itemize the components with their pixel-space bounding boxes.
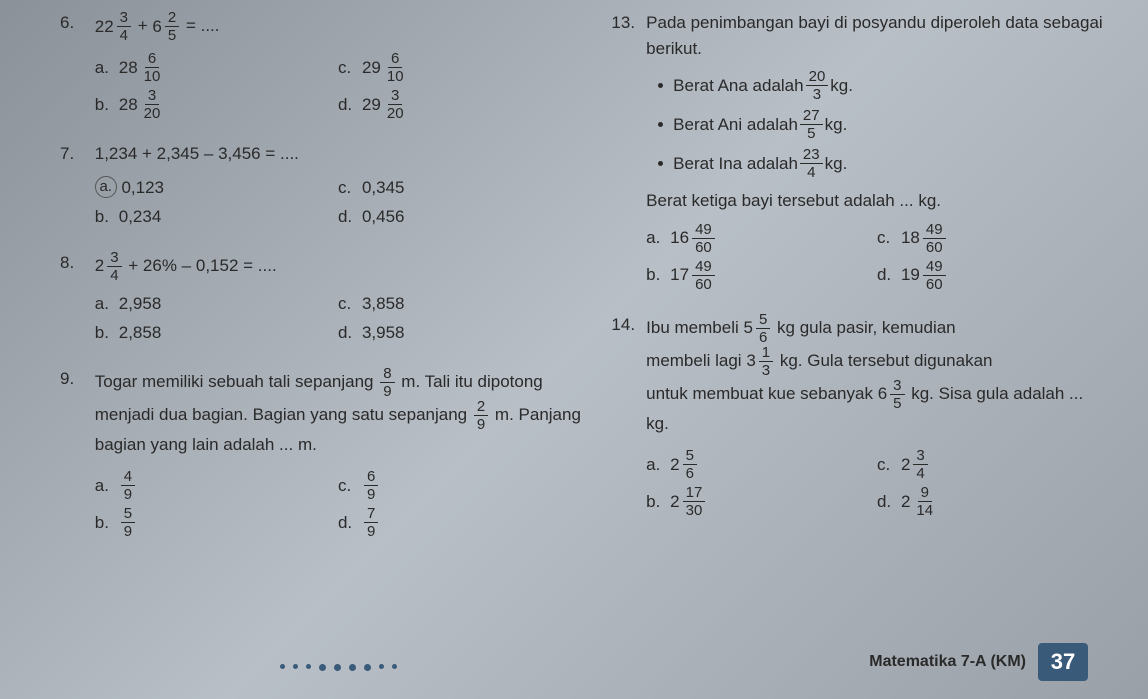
q14-opt-b: b.21730 xyxy=(646,483,877,520)
q13-bullet-3: Berat Ina adalah 234 kg. xyxy=(658,147,1108,180)
bullet-icon xyxy=(658,161,663,166)
dot-icon xyxy=(392,664,397,669)
dot-icon xyxy=(319,664,326,671)
q8-opt-a: a.2,958 xyxy=(95,289,338,319)
q14-number: 14. xyxy=(611,312,641,338)
page-footer: Matematika 7-A (KM) 37 xyxy=(869,643,1088,681)
q8-opt-b: b.2,858 xyxy=(95,318,338,348)
q14-opt-a: a.256 xyxy=(646,446,877,483)
q13-opt-b: b.174960 xyxy=(646,257,877,294)
q6-opt-a: a.28610 xyxy=(95,49,338,86)
question-13: 13. Pada penimbangan bayi di posyandu di… xyxy=(611,10,1108,294)
q9-options: a.49 c.69 b.59 d.79 xyxy=(95,467,581,541)
q14-opt-c: c.234 xyxy=(877,446,1108,483)
bullet-icon xyxy=(658,83,663,88)
question-6: 6. 22 34 + 6 25 = .... a.28610 c.29610 b… xyxy=(60,10,581,123)
dot-icon xyxy=(349,664,356,671)
page-content: 6. 22 34 + 6 25 = .... a.28610 c.29610 b… xyxy=(0,0,1148,559)
q14-options: a.256 c.234 b.21730 d.2914 xyxy=(646,446,1108,520)
left-column: 6. 22 34 + 6 25 = .... a.28610 c.29610 b… xyxy=(60,10,581,559)
q7-opt-c: c.0,345 xyxy=(338,173,581,203)
question-9: 9. Togar memiliki sebuah tali sepanjang … xyxy=(60,366,581,542)
q13-opt-d: d.194960 xyxy=(877,257,1108,294)
q14-body: Ibu membeli 556 kg gula pasir, kemudian … xyxy=(646,312,1108,521)
question-7: 7. 1,234 + 2,345 – 3,456 = .... a. 0,123… xyxy=(60,141,581,232)
right-column: 13. Pada penimbangan bayi di posyandu di… xyxy=(611,10,1108,559)
q6-opt-b: b.28320 xyxy=(95,86,338,123)
q6-term2: 6 25 xyxy=(152,10,181,43)
q8-number: 8. xyxy=(60,250,90,276)
decorative-dots xyxy=(280,664,397,671)
q9-opt-b: b.59 xyxy=(95,504,338,541)
q9-opt-c: c.69 xyxy=(338,467,581,504)
q13-bullet-1: Berat Ana adalah 203 kg. xyxy=(658,69,1108,102)
question-8: 8. 234 + 26% – 0,152 = .... a.2,958 c.3,… xyxy=(60,250,581,348)
question-14: 14. Ibu membeli 556 kg gula pasir, kemud… xyxy=(611,312,1108,521)
q9-body: Togar memiliki sebuah tali sepanjang 89 … xyxy=(95,366,581,542)
q13-opt-c: c.184960 xyxy=(877,220,1108,257)
dot-icon xyxy=(364,664,371,671)
q6-number: 6. xyxy=(60,10,90,36)
q9-opt-a: a.49 xyxy=(95,467,338,504)
q14-opt-d: d.2914 xyxy=(877,483,1108,520)
page-number-badge: 37 xyxy=(1038,643,1088,681)
q13-opt-a: a.164960 xyxy=(646,220,877,257)
q7-options: a. 0,123 c.0,345 b.0,234 d.0,456 xyxy=(95,173,581,232)
q6-options: a.28610 c.29610 b.28320 d.29320 xyxy=(95,49,581,123)
q9-opt-d: d.79 xyxy=(338,504,581,541)
q7-number: 7. xyxy=(60,141,90,167)
q13-bullet-2: Berat Ani adalah 275 kg. xyxy=(658,108,1108,141)
q7-body: 1,234 + 2,345 – 3,456 = .... a. 0,123 c.… xyxy=(95,141,581,232)
q7-opt-d: d.0,456 xyxy=(338,202,581,232)
footer-title: Matematika 7-A (KM) xyxy=(869,653,1026,671)
q6-term1: 22 34 xyxy=(95,10,133,43)
q8-opt-c: c.3,858 xyxy=(338,289,581,319)
q7-opt-a: a. 0,123 xyxy=(95,173,338,203)
dot-icon xyxy=(334,664,341,671)
q8-body: 234 + 26% – 0,152 = .... a.2,958 c.3,858… xyxy=(95,250,581,348)
bullet-icon xyxy=(658,122,663,127)
dot-icon xyxy=(379,664,384,669)
dot-icon xyxy=(306,664,311,669)
q8-options: a.2,958 c.3,858 b.2,858 d.3,958 xyxy=(95,289,581,348)
q8-opt-d: d.3,958 xyxy=(338,318,581,348)
dot-icon xyxy=(293,664,298,669)
q7-opt-b: b.0,234 xyxy=(95,202,338,232)
q13-bullets: Berat Ana adalah 203 kg. Berat Ani adala… xyxy=(658,69,1108,180)
circled-answer-icon: a. xyxy=(95,176,117,198)
q13-body: Pada penimbangan bayi di posyandu dipero… xyxy=(646,10,1108,294)
q6-opt-d: d.29320 xyxy=(338,86,581,123)
dot-icon xyxy=(280,664,285,669)
q13-options: a.164960 c.184960 b.174960 d.194960 xyxy=(646,220,1108,294)
q6-opt-c: c.29610 xyxy=(338,49,581,86)
q13-number: 13. xyxy=(611,10,641,36)
q6-body: 22 34 + 6 25 = .... a.28610 c.29610 b.28… xyxy=(95,10,581,123)
q9-number: 9. xyxy=(60,366,90,392)
